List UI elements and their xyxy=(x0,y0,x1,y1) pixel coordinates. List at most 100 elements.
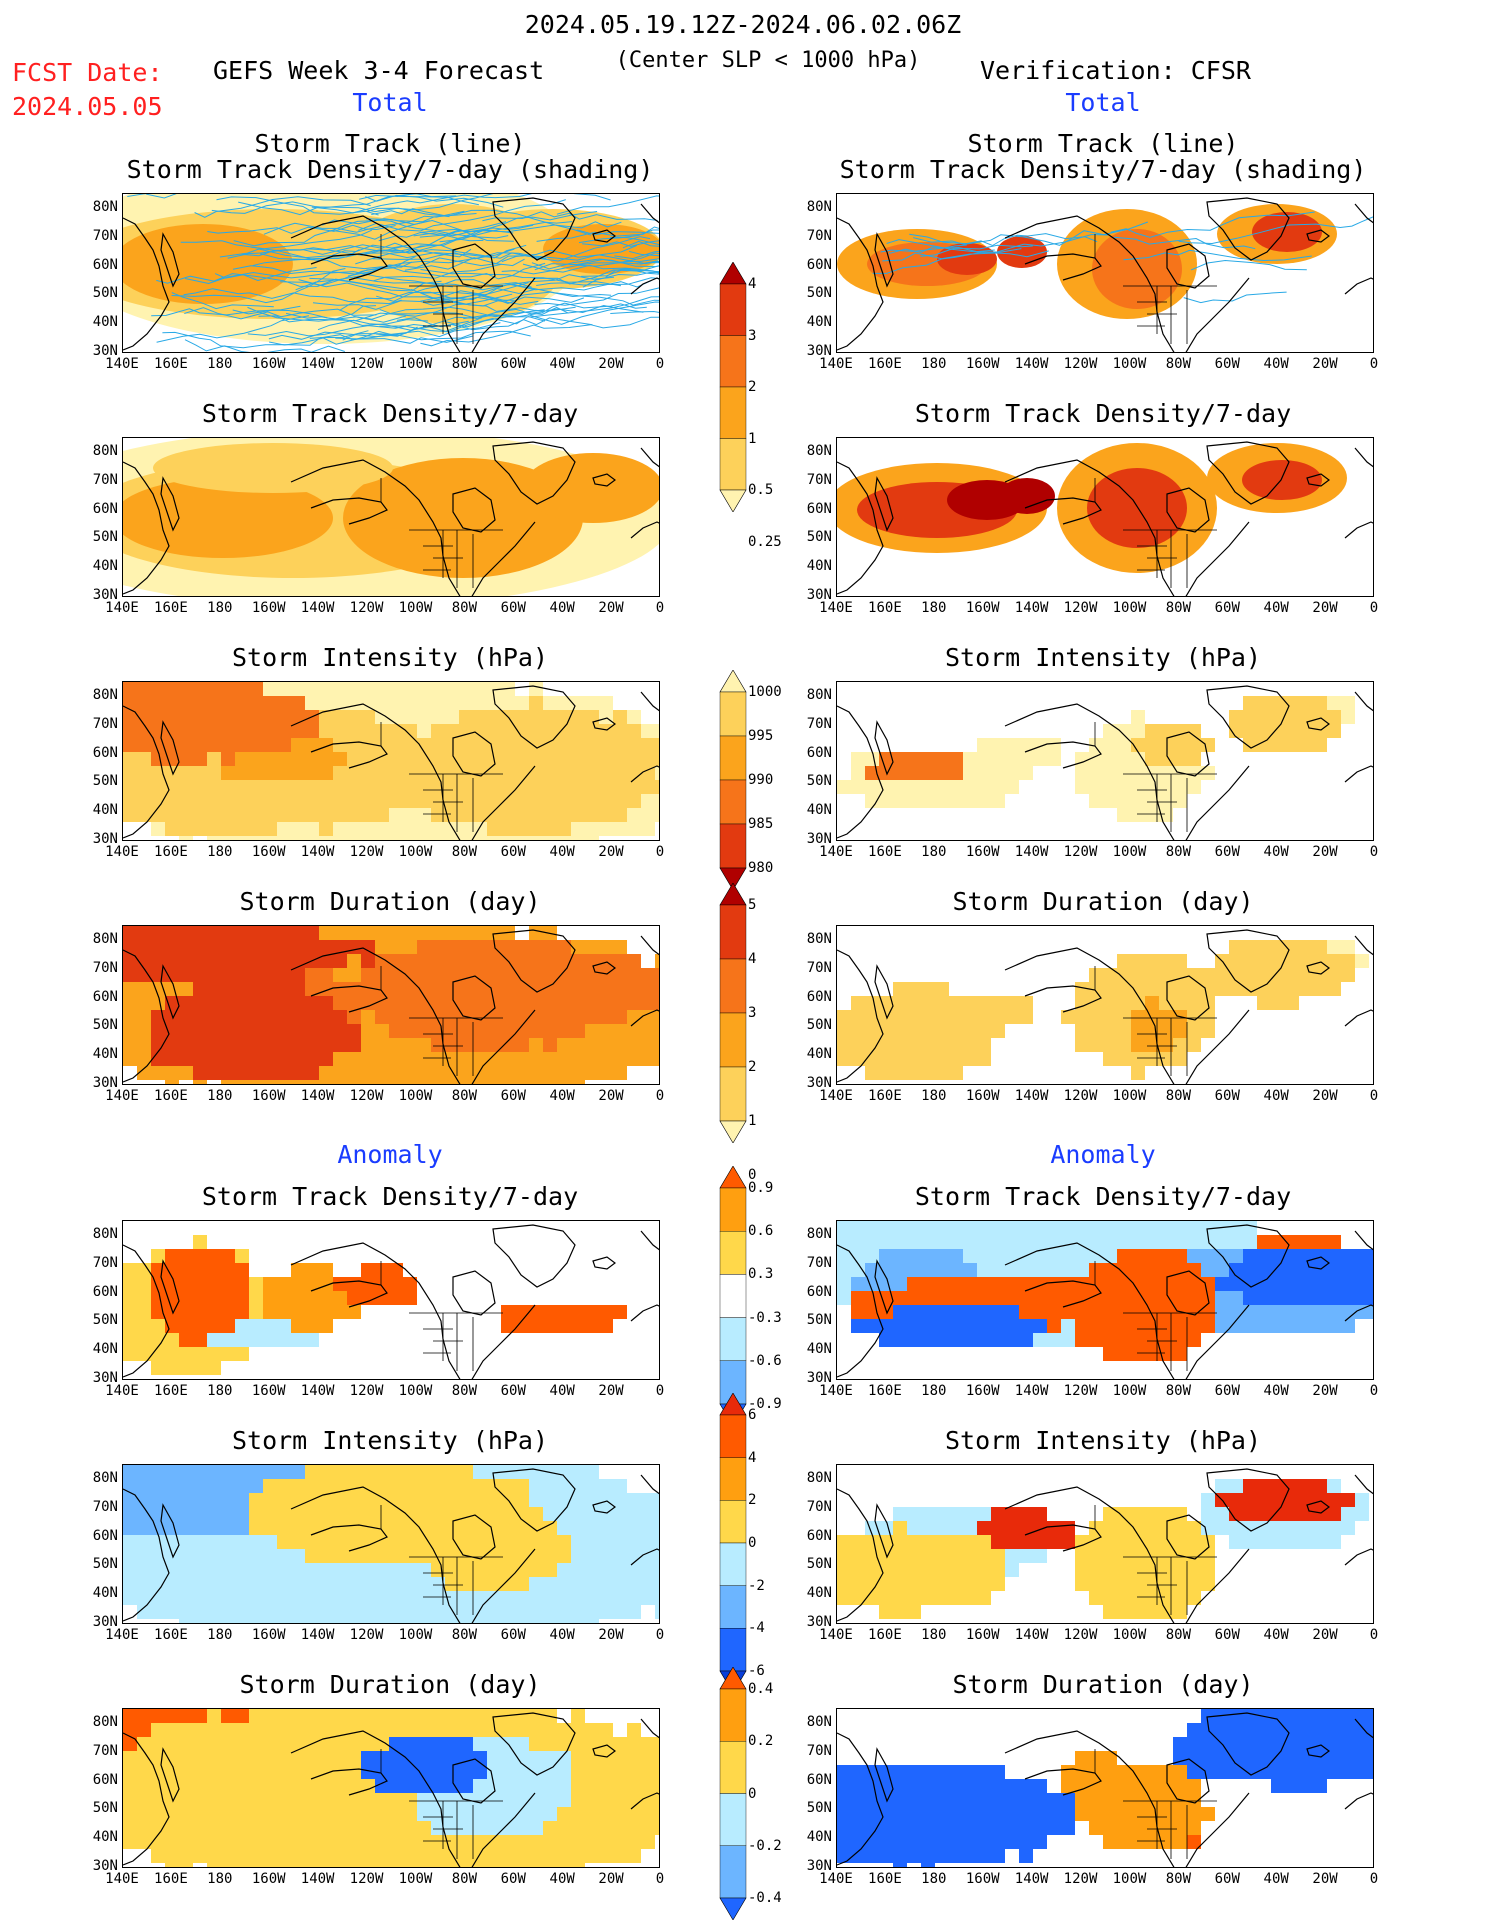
shading-cell xyxy=(263,968,277,982)
shading-cell xyxy=(389,752,403,766)
coastline xyxy=(837,949,884,1083)
shading-cell xyxy=(221,1319,235,1333)
shading-cell xyxy=(361,1863,375,1867)
shading-cell xyxy=(1173,1221,1187,1235)
shading-cell xyxy=(1089,1010,1103,1024)
shading-cell xyxy=(221,982,235,996)
shading-cell xyxy=(347,1765,361,1779)
shading-cell xyxy=(949,1066,963,1080)
shading-cell xyxy=(893,1263,907,1277)
shading-cell xyxy=(1089,1521,1103,1535)
latitude-tick-label: 60N xyxy=(92,744,118,761)
shading-cell xyxy=(571,982,585,996)
shading-cell xyxy=(165,808,179,822)
shading-cell xyxy=(1285,1291,1299,1305)
shading-cell xyxy=(921,766,935,780)
shading-cell xyxy=(375,738,389,752)
shading-cell xyxy=(1201,1319,1215,1333)
shading-cell xyxy=(165,1305,179,1319)
shading-cell xyxy=(893,794,907,808)
shading-cell xyxy=(249,822,263,836)
shading-cell xyxy=(137,1563,151,1577)
shading-cell xyxy=(1117,766,1131,780)
shading-cell xyxy=(305,1080,319,1084)
shading-cell xyxy=(403,1835,417,1849)
shading-cell xyxy=(431,1591,445,1605)
shading-cell xyxy=(389,696,403,710)
shading-cell xyxy=(1285,1319,1299,1333)
shading-cell xyxy=(1257,968,1271,982)
shading-cell xyxy=(585,954,599,968)
shading-cell xyxy=(935,794,949,808)
shading-cell xyxy=(333,1024,347,1038)
shading-cell xyxy=(249,1305,263,1319)
shading-cell xyxy=(291,996,305,1010)
shading-cell xyxy=(473,724,487,738)
shading-cell xyxy=(1257,1291,1271,1305)
shading-cell xyxy=(1047,1305,1061,1319)
colorbar-intensity-anomaly xyxy=(719,1393,747,1693)
colorbar-tick-label: -0.3 xyxy=(748,1309,782,1326)
shading-cell xyxy=(291,1779,305,1793)
shading-cell xyxy=(277,1765,291,1779)
shading-cell xyxy=(1215,1235,1229,1249)
shading-cell xyxy=(277,1521,291,1535)
coastline xyxy=(1206,1468,1290,1532)
shading-cell xyxy=(459,1835,473,1849)
shading-cell xyxy=(305,1821,319,1835)
shading-cell xyxy=(207,1263,221,1277)
shading-cell xyxy=(655,1521,659,1535)
shading-cell xyxy=(445,1535,459,1549)
title-intensity-right: Storm Intensity (hPa) xyxy=(944,643,1262,672)
shading-cell xyxy=(361,836,375,840)
shading-cell xyxy=(949,1835,963,1849)
latitude-tick-label: 30N xyxy=(806,1075,832,1091)
longitude-tick-label: 0 xyxy=(655,1627,665,1643)
shading-cell xyxy=(949,1793,963,1807)
shading-cell xyxy=(501,1521,515,1535)
shading-cell xyxy=(543,1619,557,1623)
shading-cell xyxy=(235,954,249,968)
shading-cell xyxy=(179,1277,193,1291)
longitude-tick-label: 60W xyxy=(1214,844,1240,860)
shading-cell xyxy=(389,738,403,752)
shading-cell xyxy=(1201,1221,1215,1235)
colorbar-segment xyxy=(719,735,747,781)
storm-track-line xyxy=(233,220,430,247)
shading-cell xyxy=(837,1591,851,1605)
shading-cell xyxy=(1159,1010,1173,1024)
shading-cell xyxy=(263,724,277,738)
shading-cell xyxy=(515,1863,529,1867)
storm-track-line xyxy=(269,330,398,346)
shading-cell xyxy=(1271,1277,1285,1291)
shading-cell xyxy=(907,1591,921,1605)
coastline xyxy=(1354,1718,1373,1739)
shading-cell xyxy=(529,1563,543,1577)
shading-cell xyxy=(599,1479,613,1493)
shading-cell xyxy=(543,1479,557,1493)
map-canvas xyxy=(837,929,1373,1084)
shading-cell xyxy=(935,1549,949,1563)
shading-cell xyxy=(389,1010,403,1024)
shading-cell xyxy=(1075,1535,1089,1549)
shading-cell xyxy=(249,766,263,780)
shading-cell xyxy=(137,1024,151,1038)
shading-cell xyxy=(1159,1263,1173,1277)
coastline xyxy=(160,1259,180,1315)
storm-track-line xyxy=(522,263,659,274)
colorbar-bottom-arrow xyxy=(719,1120,747,1143)
shading-cell xyxy=(1215,1305,1229,1319)
shading-cell xyxy=(557,808,571,822)
shading-cell xyxy=(235,1619,249,1623)
shading-cell xyxy=(165,1465,179,1479)
shading-cell xyxy=(543,1577,557,1591)
shading-cell xyxy=(459,1821,473,1835)
colorbar-segment xyxy=(719,1688,747,1742)
shading-cell xyxy=(1313,696,1327,710)
shading-cell xyxy=(1075,982,1089,996)
shading-cell xyxy=(865,1779,879,1793)
shading-cell xyxy=(627,1779,641,1793)
coastline xyxy=(1306,1744,1330,1758)
shading-cell xyxy=(221,1010,235,1024)
shading-cell xyxy=(655,1493,659,1507)
